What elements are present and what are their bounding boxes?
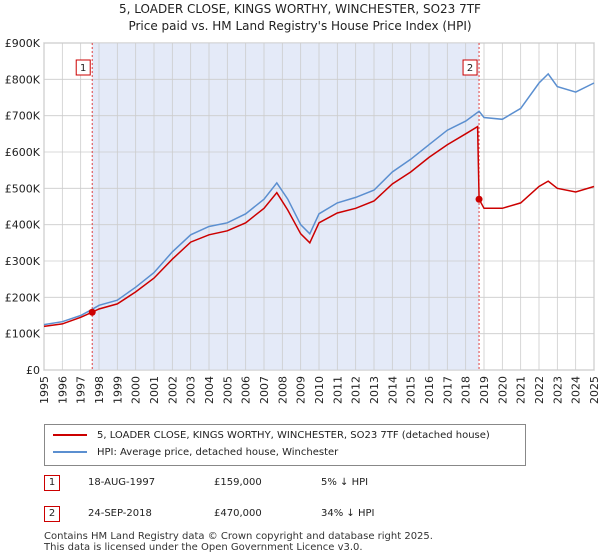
y-tick-label: £600K	[5, 146, 41, 159]
y-tick-label: £200K	[5, 291, 41, 304]
price-paid-line	[43, 125, 595, 328]
x-tick-label: 2022	[533, 376, 546, 404]
x-tick-label: 2023	[551, 376, 564, 404]
x-tick-label: 1999	[111, 376, 124, 404]
y-tick-label: £800K	[5, 73, 41, 86]
x-tick-label: 2012	[350, 376, 363, 404]
x-tick-label: 1997	[75, 376, 88, 404]
x-tick-label: 2015	[405, 376, 418, 404]
transaction-price: £470,000	[214, 508, 262, 519]
transaction-hpi-diff: 34% ↓ HPI	[321, 508, 375, 519]
legend-swatch-price	[53, 434, 87, 436]
sale-point	[475, 195, 483, 203]
legend-swatch-hpi	[53, 451, 87, 453]
x-tick-label: 2020	[496, 376, 509, 404]
y-tick-label: £400K	[5, 219, 41, 232]
y-tick-label: £900K	[5, 37, 41, 50]
sale-label-box	[75, 59, 91, 76]
legend-label-hpi: HPI: Average price, detached house, Winc…	[97, 447, 339, 458]
x-tick-label: 1996	[56, 376, 69, 404]
footer-line2: This data is licensed under the Open Gov…	[44, 542, 363, 553]
x-tick-label: 2014	[386, 376, 399, 404]
y-tick-label: £300K	[5, 255, 41, 268]
y-tick-label: £100K	[5, 328, 41, 341]
footer-line1: Contains HM Land Registry data © Crown c…	[44, 531, 433, 542]
x-tick-label: 2017	[441, 376, 454, 404]
legend-item-hpi: HPI: Average price, detached house, Winc…	[53, 446, 338, 460]
x-tick-label: 1998	[93, 376, 106, 404]
y-tick-label: £0	[26, 364, 40, 377]
y-tick-label: £700K	[5, 110, 41, 123]
x-tick-label: 1995	[38, 376, 51, 404]
transaction-marker: 1	[44, 475, 60, 491]
x-tick-label: 2025	[588, 376, 600, 404]
x-tick-label: 2003	[185, 376, 198, 404]
x-tick-label: 2006	[240, 376, 253, 404]
transaction-row: 2 24-SEP-2018 £470,000 34% ↓ HPI	[44, 505, 514, 523]
price-chart: £0 £100K £200K £300K £400K £500K £600K £700K £80…	[5, 37, 600, 404]
sale-point	[88, 308, 96, 316]
chart-title-line2: Price paid vs. HM Land Registry's House …	[128, 19, 472, 33]
hpi-line	[43, 72, 595, 326]
x-tick-label: 2024	[570, 376, 583, 404]
legend: 5, LOADER CLOSE, KINGS WORTHY, WINCHESTE…	[44, 424, 526, 466]
x-tick-label: 2000	[130, 376, 143, 404]
x-tick-label: 2002	[166, 376, 179, 404]
sale-label: 1	[80, 63, 86, 74]
footer: Contains HM Land Registry data © Crown c…	[44, 531, 433, 553]
x-tick-label: 2004	[203, 376, 216, 404]
x-tick-label: 2001	[148, 376, 161, 404]
transaction-date: 18-AUG-1997	[88, 477, 156, 488]
transaction-date: 24-SEP-2018	[88, 508, 152, 519]
chart-title-line1: 5, LOADER CLOSE, KINGS WORTHY, WINCHESTE…	[119, 2, 481, 16]
x-tick-label: 2019	[478, 376, 491, 404]
x-tick-label: 2011	[331, 376, 344, 404]
x-tick-label: 2018	[460, 376, 473, 404]
x-tick-label: 2008	[276, 376, 289, 404]
x-tick-label: 2013	[368, 376, 381, 404]
x-tick-label: 2016	[423, 376, 436, 404]
transaction-hpi-diff: 5% ↓ HPI	[321, 477, 369, 488]
transaction-marker: 2	[44, 506, 60, 522]
x-tick-label: 2021	[515, 376, 528, 404]
sale-label-box	[462, 59, 478, 76]
transaction-price: £159,000	[214, 477, 262, 488]
sale-label: 2	[467, 63, 473, 74]
legend-label-price: 5, LOADER CLOSE, KINGS WORTHY, WINCHESTE…	[97, 430, 490, 441]
y-tick-label: £500K	[5, 182, 41, 195]
legend-item-price: 5, LOADER CLOSE, KINGS WORTHY, WINCHESTE…	[53, 429, 490, 443]
transaction-row: 1 18-AUG-1997 £159,000 5% ↓ HPI	[44, 474, 514, 492]
x-tick-label: 2009	[295, 376, 308, 404]
x-tick-label: 2005	[221, 376, 234, 404]
x-tick-label: 2007	[258, 376, 271, 404]
x-tick-label: 2010	[313, 376, 326, 404]
